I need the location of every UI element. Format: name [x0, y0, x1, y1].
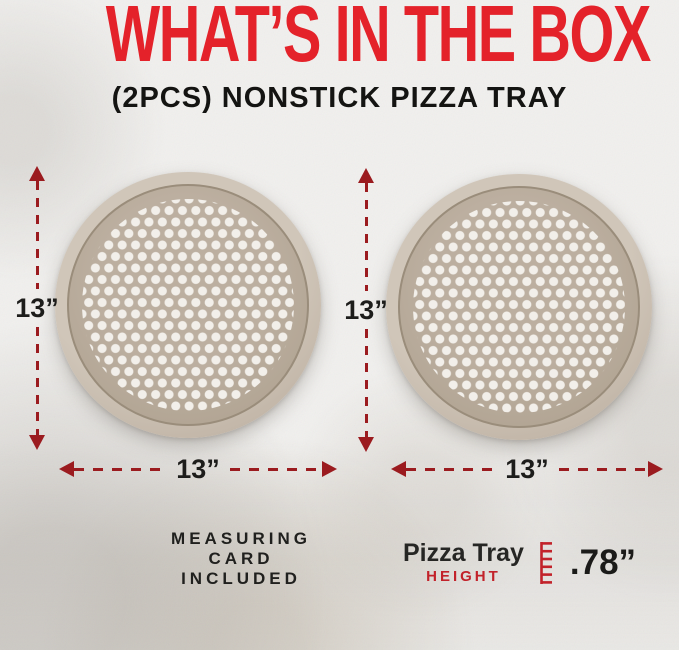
measuring-card-line: MEASURING — [171, 529, 311, 548]
tray-height-value: .78” — [569, 542, 637, 582]
width-dimension-left: 13” — [59, 454, 338, 484]
tray-height-text: Pizza Tray HEIGHT — [403, 540, 524, 585]
tray-height-label: HEIGHT — [426, 568, 501, 585]
dashed-line — [364, 183, 368, 291]
ruler-icon — [540, 541, 552, 584]
arrow-right-icon — [648, 461, 664, 477]
arrow-up-icon — [29, 166, 45, 181]
measuring-card-line: INCLUDED — [181, 569, 301, 588]
arrow-left-icon — [59, 461, 74, 477]
height-dimension-left: 13” — [15, 166, 59, 450]
measuring-card-line: CARD — [208, 549, 274, 568]
page-title-text: WHAT’S IN THE BOX — [105, 0, 651, 78]
tray-height-product: Pizza Tray — [403, 539, 524, 567]
width-dimension-right-label: 13” — [505, 454, 549, 484]
pizza-tray-right — [386, 174, 652, 440]
arrow-down-icon — [29, 435, 45, 450]
arrow-down-icon — [358, 437, 374, 452]
height-dimension-right: 13” — [344, 168, 388, 452]
dashed-line — [35, 181, 39, 289]
height-dimension-right-label: 13” — [344, 295, 388, 325]
width-dimension-right: 13” — [391, 454, 664, 484]
arrow-right-icon — [322, 461, 338, 477]
pizza-tray-left-surface — [67, 184, 309, 426]
page-title: WHAT’S IN THE BOX — [0, 0, 679, 76]
tray-height-spec: Pizza Tray HEIGHT .78” — [403, 540, 636, 585]
pizza-tray-left-perforations — [82, 199, 294, 411]
dashed-line — [364, 329, 368, 437]
page-subtitle: (2PCS) NONSTICK PIZZA TRAY — [111, 82, 568, 114]
arrow-left-icon — [391, 461, 406, 477]
dashed-line — [406, 467, 496, 471]
arrow-up-icon — [358, 168, 374, 183]
pizza-tray-left — [55, 172, 321, 438]
dashed-line — [558, 467, 649, 471]
pizza-tray-right-perforations — [413, 201, 625, 413]
dashed-line — [35, 327, 39, 435]
measuring-card-note: MEASURING CARD INCLUDED — [151, 529, 331, 589]
dashed-line — [229, 467, 323, 471]
pizza-tray-right-surface — [398, 186, 640, 428]
height-dimension-left-label: 13” — [15, 293, 59, 323]
width-dimension-left-label: 13” — [176, 454, 220, 484]
dashed-line — [74, 467, 167, 471]
